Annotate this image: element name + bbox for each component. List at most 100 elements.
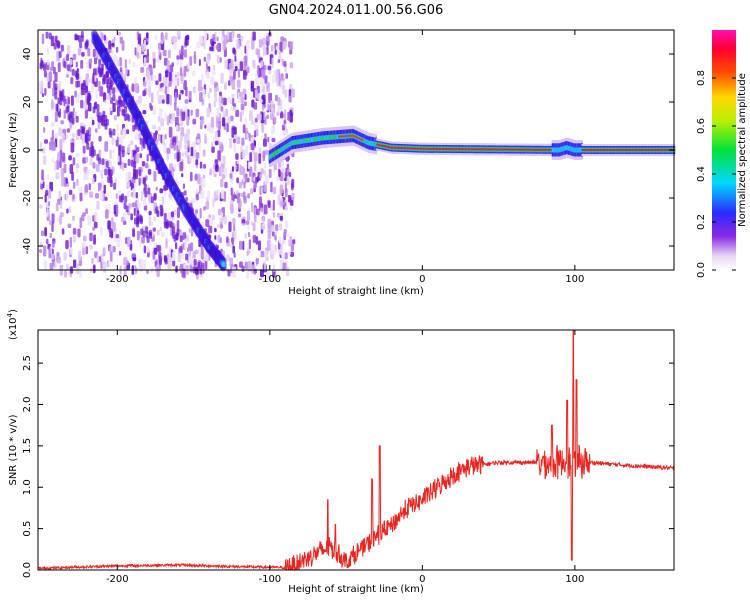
spectrogram-noise-cell bbox=[253, 59, 256, 70]
spectrogram-noise-cell bbox=[165, 32, 168, 40]
spectrogram-noise-band-cell bbox=[79, 41, 83, 49]
spectrogram-noise-cell bbox=[79, 192, 83, 202]
spectrogram-noise-cell bbox=[214, 140, 219, 146]
spectrogram-noise-cell bbox=[252, 222, 256, 232]
spectrogram-noise-cell bbox=[57, 62, 61, 73]
spectrogram-noise-cell bbox=[270, 100, 274, 111]
snr-multiplier-close: ) bbox=[8, 309, 19, 313]
spectrogram-noise-cell bbox=[176, 207, 180, 218]
spectrogram-noise-cell bbox=[213, 100, 216, 108]
spectrogram-noise-cell bbox=[250, 221, 254, 226]
spectrogram-noise-cell bbox=[56, 217, 60, 223]
spectrogram-noise-band-cell bbox=[66, 54, 70, 61]
spectrogram-noise-cell bbox=[153, 171, 157, 182]
spectrogram-noise-cell bbox=[203, 30, 207, 39]
spectrogram-noise-cell bbox=[217, 223, 220, 229]
spectrogram-noise-band-cell bbox=[155, 206, 159, 214]
spectrogram-noise-cell bbox=[238, 181, 243, 189]
spectrogram-noise-cell bbox=[291, 192, 295, 201]
spectrogram-noise-cell bbox=[218, 95, 222, 103]
spectrogram-noise-cell bbox=[184, 99, 189, 104]
spectrogram-noise-cell bbox=[239, 91, 244, 98]
spectrogram-noise-cell bbox=[118, 231, 121, 241]
spectrogram-noise-cell bbox=[255, 75, 258, 86]
snr-line bbox=[37, 329, 675, 572]
colorbar-gradient bbox=[712, 30, 736, 270]
spectrogram-noise-cell bbox=[184, 144, 188, 150]
spectrogram-noise-band-cell bbox=[179, 245, 183, 253]
spectrogram-noise-cell bbox=[234, 164, 237, 170]
spectrogram-noise-cell bbox=[96, 254, 100, 263]
spectrogram-noise-cell bbox=[116, 239, 121, 248]
spectrogram-noise-cell bbox=[201, 74, 204, 82]
spectrogram-noise-cell bbox=[209, 219, 213, 227]
spectrogram-noise-cell bbox=[186, 140, 190, 148]
spectrogram-noise-cell bbox=[84, 184, 88, 193]
spectrogram-noise-cell bbox=[93, 264, 96, 274]
spectrogram-noise-cell bbox=[57, 152, 61, 162]
spectrogram-noise-cell bbox=[217, 234, 221, 243]
spectrogram-noise-cell bbox=[245, 117, 248, 127]
x-tick-label: -100 bbox=[258, 574, 281, 585]
spectrogram-noise-cell bbox=[283, 61, 287, 67]
spectrogram-noise-cell bbox=[170, 211, 174, 218]
spectrogram-noise-cell bbox=[195, 152, 200, 159]
spectrogram-noise-cell bbox=[284, 90, 287, 96]
spectrogram-noise-cell bbox=[280, 111, 284, 119]
spectrogram-noise-cell bbox=[225, 254, 230, 262]
spectrogram-noise-band-cell bbox=[88, 94, 92, 102]
spectrogram-noise-cell bbox=[179, 161, 184, 172]
spectrogram-noise-cell bbox=[80, 99, 84, 109]
spectrogram-signal-track bbox=[91, 30, 676, 272]
spectrogram-noise-cell bbox=[228, 32, 233, 43]
spectrogram-noise-cell bbox=[107, 94, 111, 101]
spectrogram-noise-cell bbox=[241, 219, 246, 224]
spectrogram-noise-cell bbox=[128, 59, 131, 65]
spectrogram-noise-cell bbox=[88, 183, 91, 191]
spectrogram-noise-cell bbox=[252, 234, 256, 243]
spectrogram-noise-cell bbox=[282, 41, 287, 50]
spectrogram-noise-cell bbox=[272, 124, 276, 132]
spectrogram-noise-cell bbox=[117, 155, 120, 163]
spectrogram-noise-cell bbox=[175, 242, 178, 250]
colorbar-tick-label: 0.2 bbox=[696, 214, 707, 230]
spectrogram-noise-cell bbox=[66, 45, 71, 56]
spectrogram-noise-cell bbox=[189, 56, 193, 66]
spectrogram-noise-cell bbox=[145, 162, 149, 169]
spectrogram-noise-band-cell bbox=[142, 176, 146, 184]
spectrogram-noise-cell bbox=[233, 252, 236, 258]
spectrogram-noise-cell bbox=[130, 140, 134, 146]
spectrogram-noise-cell bbox=[134, 264, 137, 269]
spectrogram-noise-cell bbox=[260, 60, 264, 67]
spectrogram-noise-cell bbox=[108, 40, 112, 50]
spectrogram-noise-cell bbox=[57, 256, 61, 264]
spectrogram-noise-cell bbox=[231, 127, 235, 138]
spectrogram-noise-cell bbox=[186, 128, 190, 135]
spectrogram-noise-band-cell bbox=[142, 141, 146, 149]
spectrogram-noise-band-cell bbox=[59, 90, 63, 98]
spectrogram-noise-cell bbox=[272, 186, 276, 195]
spectrogram-noise-cell bbox=[138, 33, 141, 43]
spectrogram-noise-cell bbox=[127, 190, 131, 197]
spectrogram-noise-cell bbox=[278, 236, 282, 244]
spectrogram-noise-band-cell bbox=[43, 64, 47, 72]
spectrogram-noise-band-cell bbox=[127, 158, 131, 166]
spectrogram-noise-cell bbox=[72, 193, 75, 200]
spectrogram-noise-cell bbox=[65, 240, 69, 250]
spectrogram-noise-cell bbox=[160, 226, 162, 232]
spectrogram-noise-cell bbox=[103, 92, 107, 101]
spectrogram-noise-cell bbox=[41, 93, 45, 98]
spectrogram-noise-cell bbox=[244, 101, 247, 107]
spectrogram-noise-cell bbox=[271, 57, 274, 69]
spectrogram-noise-band-cell bbox=[93, 102, 97, 110]
spectrogram-noise-cell bbox=[219, 57, 222, 63]
spectrogram-noise-cell bbox=[88, 58, 93, 64]
spectrogram-noise-cell bbox=[132, 228, 135, 238]
spectrogram-noise-cell bbox=[92, 119, 95, 126]
spectrogram-noise-cell bbox=[233, 143, 236, 153]
spectrogram-noise-cell bbox=[65, 190, 69, 202]
spectrogram-noise-cell bbox=[125, 68, 128, 75]
spectrogram-noise-cell bbox=[63, 163, 67, 174]
spectrogram-noise-cell bbox=[220, 35, 224, 42]
spectrogram-noise-cell bbox=[227, 116, 231, 124]
